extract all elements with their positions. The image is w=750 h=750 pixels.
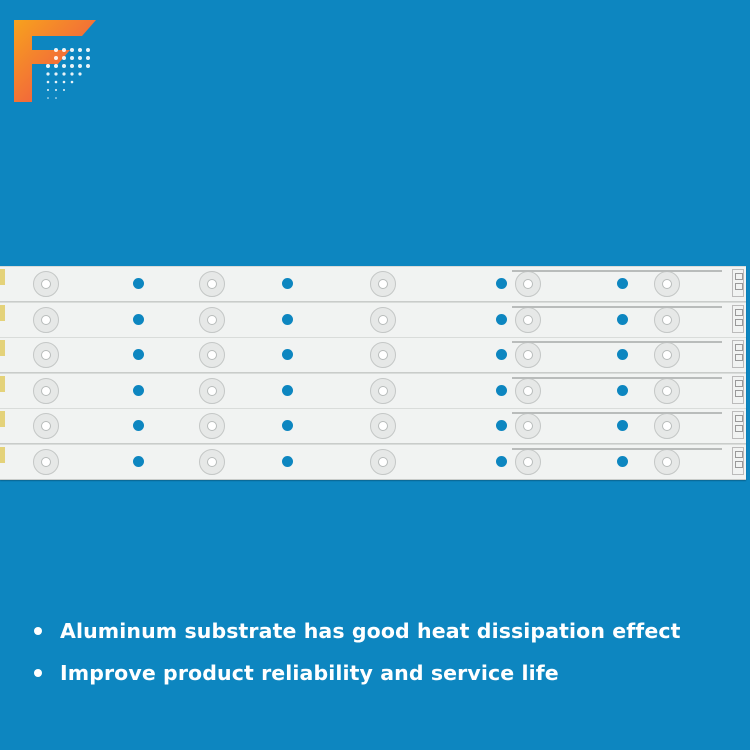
led-strip bbox=[0, 301, 746, 338]
led-lens bbox=[654, 342, 680, 368]
mounting-hole bbox=[617, 420, 628, 431]
led-lens bbox=[199, 448, 225, 475]
led-lens bbox=[370, 413, 396, 439]
led-strip bbox=[0, 372, 746, 409]
strip-connector bbox=[732, 304, 744, 333]
mounting-hole bbox=[133, 455, 144, 467]
strip-label-sticker bbox=[0, 411, 5, 427]
led-lens bbox=[654, 271, 680, 297]
bullet-dot bbox=[34, 627, 42, 635]
led-lens bbox=[33, 342, 59, 368]
led-lens bbox=[515, 377, 541, 404]
strip-connector bbox=[732, 340, 744, 368]
mounting-hole bbox=[617, 455, 628, 467]
mounting-hole bbox=[617, 384, 628, 396]
mounting-hole bbox=[496, 420, 507, 431]
led-lens bbox=[654, 306, 680, 333]
led-lens bbox=[199, 413, 225, 439]
bullet-dot bbox=[34, 669, 42, 677]
led-lens bbox=[33, 413, 59, 439]
mounting-hole bbox=[282, 455, 293, 467]
led-lens bbox=[370, 377, 396, 404]
feature-text: Aluminum substrate has good heat dissipa… bbox=[60, 619, 681, 643]
led-lens bbox=[33, 377, 59, 404]
mounting-hole bbox=[496, 278, 507, 289]
mounting-hole bbox=[496, 313, 507, 325]
strip-print bbox=[512, 412, 722, 414]
strip-label-sticker bbox=[0, 375, 5, 392]
led-lens bbox=[33, 306, 59, 333]
mounting-hole bbox=[282, 278, 293, 289]
mounting-hole bbox=[617, 313, 628, 325]
mounting-hole bbox=[496, 384, 507, 396]
brand-logo bbox=[14, 20, 96, 102]
mounting-hole bbox=[496, 349, 507, 360]
mounting-hole bbox=[133, 313, 144, 325]
led-lens bbox=[515, 271, 541, 297]
led-lens bbox=[33, 271, 59, 297]
led-strip bbox=[0, 337, 746, 373]
mounting-hole bbox=[133, 420, 144, 431]
mounting-hole bbox=[282, 349, 293, 360]
feature-list: Aluminum substrate has good heat dissipa… bbox=[32, 610, 732, 694]
led-lens bbox=[370, 448, 396, 475]
mounting-hole bbox=[133, 278, 144, 289]
strip-label-sticker bbox=[0, 269, 5, 285]
strip-connector bbox=[732, 375, 744, 404]
feature-item: Aluminum substrate has good heat dissipa… bbox=[32, 610, 732, 652]
led-strip-group bbox=[0, 266, 750, 486]
mounting-hole bbox=[617, 278, 628, 289]
strip-print bbox=[512, 270, 722, 272]
mounting-hole bbox=[133, 384, 144, 396]
led-strip bbox=[0, 266, 746, 302]
strip-print bbox=[512, 305, 722, 308]
led-lens bbox=[199, 271, 225, 297]
strip-label-sticker bbox=[0, 340, 5, 356]
strip-print bbox=[512, 376, 722, 379]
led-lens bbox=[515, 413, 541, 439]
led-lens bbox=[370, 342, 396, 368]
led-lens bbox=[515, 342, 541, 368]
led-lens bbox=[515, 448, 541, 475]
mounting-hole bbox=[496, 455, 507, 467]
led-lens bbox=[370, 271, 396, 297]
mounting-hole bbox=[282, 313, 293, 325]
mounting-hole bbox=[282, 384, 293, 396]
led-lens bbox=[370, 306, 396, 333]
strip-print bbox=[512, 341, 722, 343]
feature-text: Improve product reliability and service … bbox=[60, 661, 559, 685]
led-lens bbox=[199, 377, 225, 404]
led-strip bbox=[0, 408, 746, 444]
led-strip bbox=[0, 443, 746, 480]
led-lens bbox=[33, 448, 59, 475]
strip-print bbox=[512, 447, 722, 450]
led-lens bbox=[654, 413, 680, 439]
led-lens bbox=[199, 306, 225, 333]
feature-item: Improve product reliability and service … bbox=[32, 652, 732, 694]
strip-connector bbox=[732, 446, 744, 475]
strip-connector bbox=[732, 411, 744, 439]
mounting-hole bbox=[282, 420, 293, 431]
led-lens bbox=[199, 342, 225, 368]
strip-label-sticker bbox=[0, 446, 5, 463]
led-lens bbox=[654, 448, 680, 475]
led-lens bbox=[654, 377, 680, 404]
strip-connector bbox=[732, 269, 744, 297]
led-lens bbox=[515, 306, 541, 333]
mounting-hole bbox=[617, 349, 628, 360]
mounting-hole bbox=[133, 349, 144, 360]
strip-label-sticker bbox=[0, 304, 5, 321]
